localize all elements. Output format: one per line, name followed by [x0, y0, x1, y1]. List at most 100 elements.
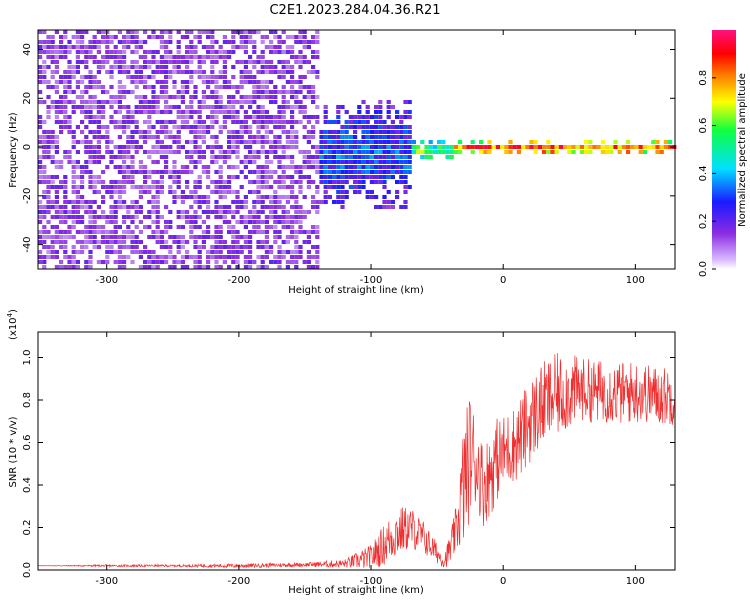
- spectrogram-cell: [357, 105, 362, 109]
- spectrogram-cell: [416, 145, 421, 149]
- spectrogram-cell: [206, 85, 211, 89]
- spectrogram-cell: [290, 135, 295, 139]
- spectrogram-cell: [374, 140, 379, 144]
- spectrogram-cell: [63, 155, 68, 159]
- spectrogram-cell: [117, 240, 122, 244]
- spectrogram-cell: [403, 205, 408, 209]
- spectrogram-cell: [105, 235, 110, 239]
- spectrogram-cell: [206, 175, 211, 179]
- spectrogram-cell: [193, 145, 198, 149]
- spectrogram-cell: [214, 50, 219, 54]
- spectrogram-cell: [130, 135, 135, 139]
- spectrogram-cell: [84, 235, 89, 239]
- spectrogram-cell: [306, 180, 311, 184]
- spectrogram-cell: [315, 150, 320, 154]
- spectrogram-cell: [348, 185, 353, 189]
- spectrogram-cell: [63, 100, 68, 104]
- spectrogram-cell: [75, 85, 80, 89]
- spectrogram-cell: [54, 230, 59, 234]
- spectrogram-cell: [71, 175, 76, 179]
- spectrogram-cell: [214, 155, 219, 159]
- spectrogram-cell: [189, 215, 194, 219]
- spectrogram-cell: [126, 75, 131, 79]
- spectrogram-cell: [369, 160, 374, 164]
- spectrogram-cell: [306, 140, 311, 144]
- spectrogram-cell: [554, 150, 559, 154]
- spectrogram-cell: [256, 245, 261, 249]
- spectrogram-cell: [218, 130, 223, 134]
- spectrogram-cell: [353, 125, 358, 129]
- spectrogram-cell: [210, 105, 215, 109]
- spectrogram-cell: [151, 235, 156, 239]
- spectrogram-cell: [306, 155, 311, 159]
- spectrogram-cell: [46, 55, 51, 59]
- spectrogram-cell: [525, 145, 530, 149]
- spectrogram-cell: [256, 170, 261, 174]
- spectrogram-cell: [88, 235, 93, 239]
- spectrogram-cell: [143, 165, 148, 169]
- spectrogram-cell: [88, 85, 93, 89]
- spectrogram-cell: [134, 130, 139, 134]
- spectrogram-cell: [256, 240, 261, 244]
- spectrogram-cell: [323, 170, 328, 174]
- spectrogram-cell: [264, 130, 269, 134]
- spectrogram-cell: [109, 235, 114, 239]
- spectrogram-cell: [63, 95, 68, 99]
- x-tick-label: -100: [360, 576, 383, 587]
- spectrogram-cell: [281, 115, 286, 119]
- spectrogram-cell: [206, 260, 211, 264]
- spectrogram-cell: [105, 130, 110, 134]
- spectrogram-cell: [180, 225, 185, 229]
- spectrogram-cell: [164, 240, 169, 244]
- spectrogram-cell: [390, 130, 395, 134]
- spectrogram-cell: [231, 45, 236, 49]
- spectrogram-cell: [336, 155, 341, 159]
- spectrogram-cell: [168, 150, 173, 154]
- spectrogram-cell: [113, 250, 118, 254]
- spectrogram-cell: [231, 145, 236, 149]
- spectrogram-cell: [302, 210, 307, 214]
- spectrogram-cell: [231, 250, 236, 254]
- snr-y-ticks: 0.00.20.40.60.81.0: [22, 350, 675, 578]
- spectrogram-cell: [155, 220, 160, 224]
- spectrogram-cell: [176, 40, 181, 44]
- spectrogram-cell: [63, 80, 68, 84]
- spectrogram-cell: [193, 235, 198, 239]
- spectrogram-cell: [655, 140, 660, 144]
- spectrogram-cell: [252, 230, 257, 234]
- spectrogram-cell: [189, 220, 194, 224]
- spectrogram-cell: [260, 170, 265, 174]
- spectrogram-cell: [302, 60, 307, 64]
- spectrogram-cell: [369, 145, 374, 149]
- spectrogram-cell: [176, 225, 181, 229]
- spectrogram-cell: [84, 115, 89, 119]
- spectrogram-cell: [327, 175, 332, 179]
- spectrogram-cell: [269, 260, 274, 264]
- spectrogram-cell: [235, 245, 240, 249]
- spectrogram-cell: [80, 170, 85, 174]
- spectrogram-cell: [210, 150, 215, 154]
- spectrogram-cell: [180, 195, 185, 199]
- spectrogram-cell: [189, 70, 194, 74]
- spectrogram-cell: [382, 170, 387, 174]
- spectrogram-cell: [256, 175, 261, 179]
- spectrogram-cell: [134, 45, 139, 49]
- spectrogram-cell: [218, 235, 223, 239]
- spectrogram-cell: [96, 30, 101, 34]
- spectrogram-cell: [185, 60, 190, 64]
- spectrogram-cell: [101, 30, 106, 34]
- spectrogram-cell: [386, 140, 391, 144]
- spectrogram-cell: [508, 145, 513, 149]
- spectrogram-cell: [101, 225, 106, 229]
- spectrogram-cell: [172, 80, 177, 84]
- spectrogram-cell: [122, 165, 127, 169]
- spectrogram-cell: [189, 105, 194, 109]
- spectrogram-cell: [264, 195, 269, 199]
- spectrogram-cell: [605, 145, 610, 149]
- spectrogram-cell: [75, 220, 80, 224]
- spectrogram-cell: [117, 95, 122, 99]
- spectrogram-cell: [180, 90, 185, 94]
- spectrogram-cell: [180, 95, 185, 99]
- snr-scale-exponent: 4: [6, 312, 14, 317]
- spectrogram-cell: [113, 235, 118, 239]
